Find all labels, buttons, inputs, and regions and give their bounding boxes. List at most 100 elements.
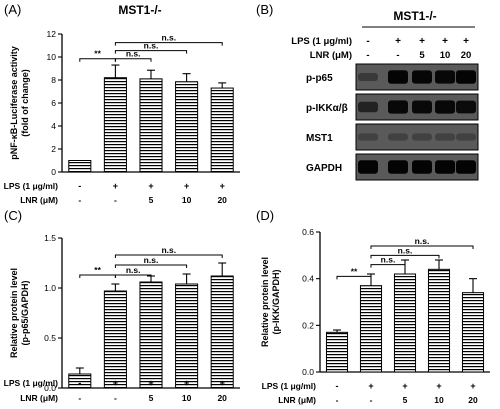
y-axis-label: (p-p65/GAPDH) — [20, 280, 30, 345]
blot-band — [435, 100, 455, 114]
significance-label: n.s. — [161, 33, 176, 43]
lnr-mark: - — [114, 393, 117, 403]
lps-mark: + — [184, 378, 189, 388]
blot-lnr-mark: 5 — [419, 50, 425, 61]
y-axis-label: Relative protein level — [9, 268, 19, 358]
blot-lnr-mark: 20 — [461, 50, 472, 61]
blot-lps-label: LPS (1 μg/ml) — [291, 36, 352, 47]
panel-label-c: (C) — [4, 208, 22, 223]
significance-bracket — [114, 264, 188, 268]
blot-lps-mark: + — [395, 36, 401, 47]
lps-row-label: LPS (1 μg/ml) — [262, 381, 316, 391]
lps-mark: - — [78, 378, 81, 388]
lnr-row-label: LNR (μM) — [20, 393, 58, 403]
lnr-mark: 5 — [149, 195, 154, 205]
lnr-mark: 10 — [182, 195, 192, 205]
bar — [325, 331, 349, 373]
bar — [210, 87, 234, 173]
western-blot-panel: MST1-/- LPS (1 μg/ml) LNR (μM) - + + + + - - 5 10 2… — [291, 9, 479, 181]
blot-band — [358, 101, 378, 113]
panel-a-title: MST1-/- — [118, 3, 161, 17]
lnr-mark: 10 — [182, 393, 192, 403]
blot-lps-mark: + — [442, 36, 448, 47]
blot-band-label: p-IKKα/β — [306, 103, 348, 114]
bar — [68, 160, 92, 173]
significance-label: n.s. — [126, 49, 141, 59]
blot-band — [435, 70, 455, 84]
y-tick-label: 1.5 — [44, 233, 56, 243]
bar — [175, 81, 199, 173]
significance-bracket — [79, 58, 116, 62]
lnr-mark: - — [78, 195, 81, 205]
significance-bracket — [114, 274, 152, 278]
bar — [393, 273, 417, 373]
lps-row-label: LPS (1 μg/ml) — [4, 378, 58, 388]
blot-lnr-mark: - — [396, 50, 399, 61]
lnr-mark: 5 — [403, 395, 408, 405]
lnr-mark: 5 — [149, 393, 154, 403]
bar — [103, 77, 127, 173]
y-tick-label: 0 — [51, 167, 56, 177]
y-tick-label: 1.0 — [44, 283, 56, 293]
lnr-mark: 20 — [468, 395, 478, 405]
y-tick-label: 2 — [51, 144, 56, 154]
blot-band — [456, 160, 476, 174]
blot-band-label: p-p65 — [306, 73, 333, 84]
lps-mark: - — [78, 181, 81, 191]
blot-band — [412, 160, 432, 174]
lps-mark: + — [368, 381, 373, 391]
chart-panel-d: 0.0 0.2 0.4 0.6 Relative protein level (p-IKK… — [260, 227, 490, 405]
bar — [175, 283, 199, 389]
lps-mark: + — [184, 181, 189, 191]
blot-band — [412, 70, 432, 84]
blot-lps-mark: - — [366, 36, 369, 47]
lps-mark: + — [220, 378, 225, 388]
panel-label-a: (A) — [4, 2, 21, 17]
significance-bracket — [79, 274, 116, 278]
lnr-mark: 10 — [434, 395, 444, 405]
lnr-mark: 20 — [217, 195, 227, 205]
significance-bracket — [114, 254, 223, 258]
lnr-mark: - — [336, 395, 339, 405]
y-tick-label: 0.0 — [44, 383, 56, 393]
significance-label: n.s. — [144, 41, 159, 51]
significance-bracket — [370, 264, 406, 268]
chart-panel-a: 0 2 4 6 8 10 12 pNF-κB-Luciferase activity (fold… — [4, 29, 240, 205]
significance-label: n.s. — [398, 245, 413, 255]
blot-band — [388, 100, 408, 114]
lnr-row-label: LNR (μM) — [20, 195, 58, 205]
y-axis-label: (p-IKK/GAPDH) — [271, 270, 281, 335]
bar — [210, 275, 234, 389]
significance-label: n.s. — [415, 236, 430, 246]
y-tick-label: 0.6 — [302, 227, 314, 237]
chart-panel-c: 0.0 0.5 1.0 1.5 Relative protein level (p-p65… — [4, 233, 240, 403]
blot-band — [388, 70, 408, 84]
significance-label: ** — [94, 49, 101, 59]
significance-bracket — [114, 42, 223, 46]
lps-mark: + — [113, 181, 118, 191]
bar — [427, 268, 451, 373]
lps-mark: + — [402, 381, 407, 391]
y-tick-label: 12 — [47, 29, 57, 39]
lnr-mark: - — [78, 393, 81, 403]
blot-band — [358, 160, 378, 174]
blot-band — [435, 133, 455, 141]
blot-band — [358, 73, 378, 81]
y-axis-label: (fold of change) — [20, 69, 30, 137]
panel-label-d: (D) — [256, 208, 274, 223]
significance-bracket — [370, 245, 474, 249]
significance-bracket — [336, 275, 372, 280]
blot-lnr-label: LNR (μM) — [310, 50, 352, 61]
lps-mark: + — [436, 381, 441, 391]
lps-mark: + — [220, 181, 225, 191]
bar — [139, 78, 163, 173]
significance-bracket — [114, 50, 188, 54]
blot-band — [412, 133, 432, 141]
blot-band — [412, 100, 432, 114]
panel-label-b: (B) — [256, 2, 273, 17]
blot-lps-mark: + — [419, 36, 425, 47]
significance-label: n.s. — [144, 255, 159, 265]
lnr-row-label: LNR (μM) — [278, 395, 316, 405]
y-tick-label: 4 — [51, 121, 56, 131]
